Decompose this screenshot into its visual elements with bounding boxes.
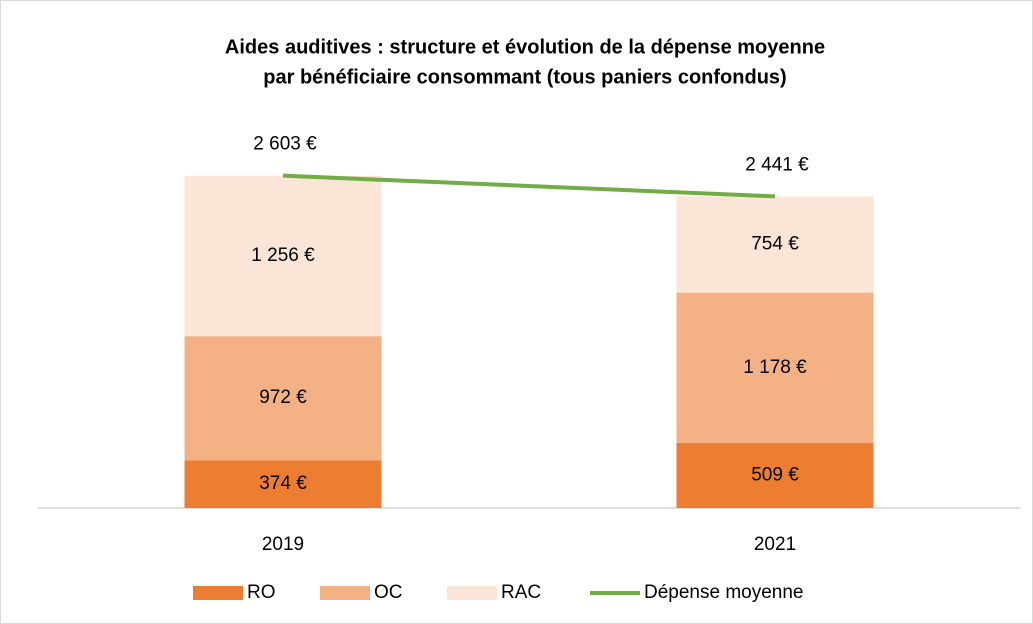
- legend-marker: [193, 586, 243, 600]
- chart-title: Aides auditives : structure et évolution…: [225, 36, 825, 58]
- data-label: 972 €: [259, 387, 307, 408]
- data-label: 2 441 €: [745, 154, 809, 175]
- chart-title: par bénéficiaire consommant (tous panier…: [263, 66, 786, 88]
- x-tick-label: 2021: [754, 534, 796, 555]
- legend-label: Dépense moyenne: [644, 582, 804, 603]
- bar-segment: [676, 196, 874, 293]
- bar-segment: [184, 460, 382, 508]
- data-label: 2 603 €: [253, 134, 317, 155]
- bar-segment: [184, 175, 382, 337]
- data-label: 509 €: [751, 465, 799, 486]
- x-tick-label: 2019: [262, 534, 304, 555]
- bar-segment: [184, 336, 382, 461]
- data-label: 754 €: [751, 234, 799, 255]
- legend-label: RAC: [501, 582, 541, 603]
- data-label: 1 256 €: [251, 245, 315, 266]
- line-series: [282, 173, 776, 199]
- legend-marker: [447, 586, 497, 600]
- legend-label: OC: [374, 582, 403, 603]
- bar-segment: [676, 292, 874, 444]
- legend-label: RO: [247, 582, 276, 603]
- data-label: 1 178 €: [743, 357, 807, 378]
- data-label: 374 €: [259, 473, 307, 494]
- legend-marker: [320, 586, 370, 600]
- bar-segment: [676, 443, 874, 508]
